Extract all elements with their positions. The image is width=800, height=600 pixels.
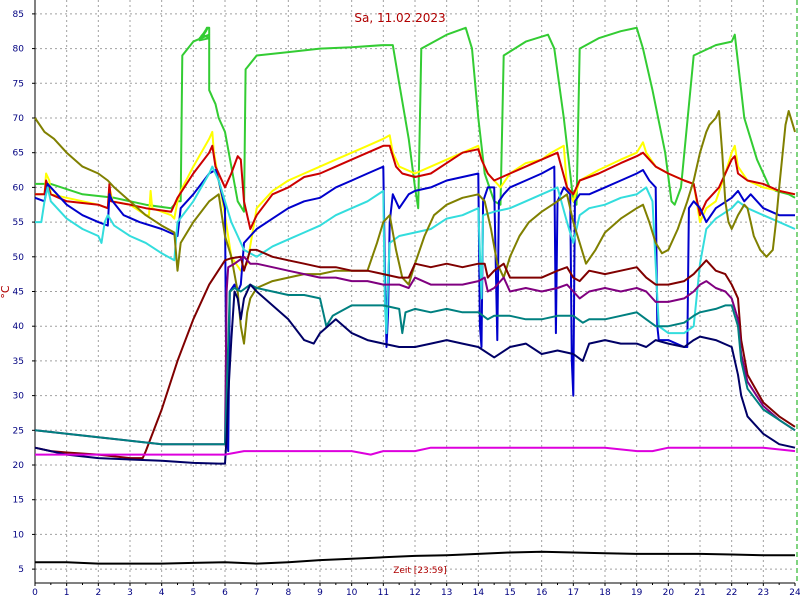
y-tick-label: 30 xyxy=(13,392,25,402)
x-tick-label: 11 xyxy=(378,588,389,598)
chart-title: Sa, 11.02.2023 xyxy=(354,11,445,25)
y-tick-label: 80 xyxy=(13,45,25,55)
x-tick-label: 10 xyxy=(346,588,358,598)
x-tick-label: 24 xyxy=(789,588,800,598)
x-tick-label: 6 xyxy=(222,588,228,598)
series-line xyxy=(35,26,796,213)
y-tick-label: 35 xyxy=(13,357,24,367)
x-tick-label: 4 xyxy=(159,588,165,598)
y-tick-label: 15 xyxy=(13,496,24,506)
x-tick-label: 3 xyxy=(127,588,133,598)
y-tick-label: 60 xyxy=(13,183,25,193)
series-line xyxy=(35,446,796,456)
x-tick-label: 17 xyxy=(568,588,579,598)
y-tick-label: 5 xyxy=(18,565,24,575)
time-label: Zeit [23:59] xyxy=(393,566,447,576)
x-tick-label: 7 xyxy=(254,588,260,598)
y-tick-label: 75 xyxy=(13,79,24,89)
x-tick-label: 21 xyxy=(694,588,705,598)
x-tick-label: 15 xyxy=(504,588,515,598)
y-axis-label: °C xyxy=(0,285,12,299)
x-tick-label: 19 xyxy=(631,588,643,598)
series-line xyxy=(34,283,796,446)
x-tick-label: 2 xyxy=(95,588,101,598)
y-tick-label: 20 xyxy=(13,461,25,471)
y-tick-label: 55 xyxy=(13,218,24,228)
x-tick-label: 20 xyxy=(663,588,675,598)
x-tick-label: 23 xyxy=(758,588,769,598)
series-line xyxy=(34,165,795,453)
x-tick-label: 5 xyxy=(190,588,196,598)
x-tick-label: 1 xyxy=(64,588,70,598)
y-tick-label: 70 xyxy=(13,114,25,124)
series xyxy=(34,26,796,565)
grid xyxy=(35,0,795,583)
series-line xyxy=(34,110,796,345)
y-tick-label: 40 xyxy=(13,322,25,332)
ticks: 0 1 2 3 4 5 6 7 8 9 10 11 12 13 14 15 16 17 18 19 20 21 22 23 24… xyxy=(13,10,800,598)
series-line xyxy=(34,248,796,460)
y-tick-label: 85 xyxy=(13,10,24,20)
x-tick-label: 16 xyxy=(536,588,548,598)
x-tick-label: 0 xyxy=(32,588,38,598)
x-tick-label: 18 xyxy=(599,588,611,598)
y-tick-label: 45 xyxy=(13,288,24,298)
series-line xyxy=(35,144,796,230)
series-line xyxy=(35,550,795,565)
x-tick-label: 8 xyxy=(285,588,291,598)
y-tick-label: 50 xyxy=(13,253,25,263)
x-tick-label: 9 xyxy=(317,588,323,598)
y-tick-label: 10 xyxy=(13,530,25,540)
y-tick-label: 65 xyxy=(13,149,24,159)
series-line xyxy=(34,283,796,465)
x-tick-label: 12 xyxy=(409,588,420,598)
y-tick-label: 25 xyxy=(13,426,24,436)
x-tick-label: 13 xyxy=(441,588,452,598)
x-tick-label: 14 xyxy=(473,588,485,598)
x-tick-label: 22 xyxy=(726,588,737,598)
series-line xyxy=(34,255,796,446)
